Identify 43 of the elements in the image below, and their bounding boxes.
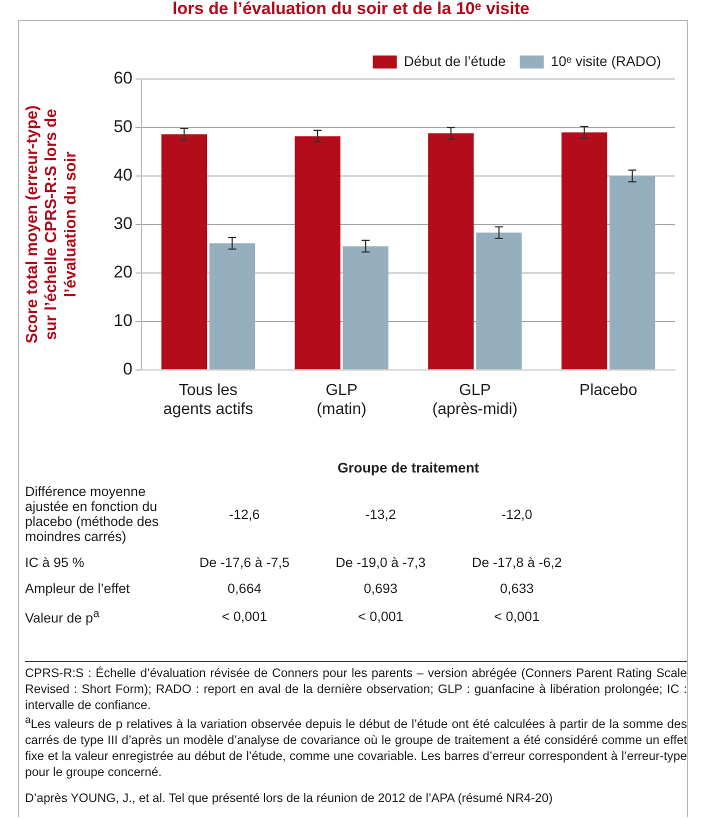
x-tick-label: Placebo	[579, 382, 638, 399]
text: IC à 95 %	[25, 554, 86, 572]
text: -13,2	[364, 506, 398, 524]
y-tick-label: 50	[114, 117, 133, 136]
bar	[562, 132, 608, 370]
chart-title: lors de l’évaluation du soir et de la 10ᵉ visite	[172, 0, 530, 18]
text: De -19,0 à -7,3	[334, 554, 427, 572]
y-tick-label: 60	[114, 68, 133, 88]
y-tick-label: 40	[114, 166, 133, 185]
text: 0,633	[498, 580, 535, 598]
y-tick-label: 20	[114, 262, 133, 282]
bar	[342, 246, 388, 370]
bar	[294, 136, 340, 370]
legend-label: Début de l’étude	[404, 52, 506, 69]
text: De -17,8 à -6,2	[470, 554, 563, 572]
bar	[476, 232, 522, 370]
x-axis-title: Groupe de traitement	[337, 459, 480, 476]
text: 0,664	[226, 580, 262, 598]
x-tick-label: GLP (matin)	[316, 382, 366, 418]
text: < 0,001	[220, 608, 268, 626]
text: Ampleur de l’effet	[25, 580, 131, 598]
text: CPRS-R:S : Échelle d’évaluation révisée de Conners pour les parents – version abrégée (Conners Parent Rating Scale Revised : Short Form); RADO : report en aval de la dernière observation; GLP : guanfacine à libération prolongée; IC : intervalle de confiance.	[25, 665, 687, 713]
text: $^{a}$Les valeurs de p relatives à la variation observée depuis le début de l’étude ont été calculées à partir de la somme des carrés de type III d’après un modèle d’analyse de covariance où le groupe de traitement a été considéré comme un effet fixe et la valeur enregistrée au début de l’étude, comme une covariable. Les barres d’erreur correspondent à l’erreur-type pour le groupe concerné.	[25, 714, 687, 780]
text: 0,693	[362, 580, 399, 598]
y-tick-label: 0	[123, 359, 133, 378]
text: -12,0	[500, 506, 534, 524]
text: De -17,6 à -7,5	[198, 554, 290, 572]
text: Valeur de p$^{a}$	[25, 607, 100, 628]
y-axis-title: Score total moyen (erreur-type) sur l’échelle CPRS-R:S lors de l’évaluation du soir	[24, 105, 80, 344]
text: < 0,001	[493, 608, 541, 626]
x-tick-label: GLP (après-midi)	[432, 382, 518, 418]
x-tick-label: Tous les agents actifs	[163, 382, 254, 418]
bar	[161, 134, 207, 370]
text: D’après YOUNG, J., et al. Tel que présenté lors de la réunion de 2012 de l’APA (résumé NR4-20)	[25, 790, 554, 806]
text: Différence moyenne ajustée en fonction du placebo (méthode des moindres carrés)	[25, 483, 160, 546]
text: -12,6	[228, 506, 261, 524]
y-tick-label: 30	[114, 214, 133, 234]
bar	[428, 133, 474, 370]
bar	[610, 176, 656, 370]
text: < 0,001	[356, 608, 404, 626]
legend-label: 10ᵉ visite (RADO)	[550, 52, 662, 69]
y-tick-label: 10	[114, 311, 133, 330]
bar	[209, 243, 256, 370]
